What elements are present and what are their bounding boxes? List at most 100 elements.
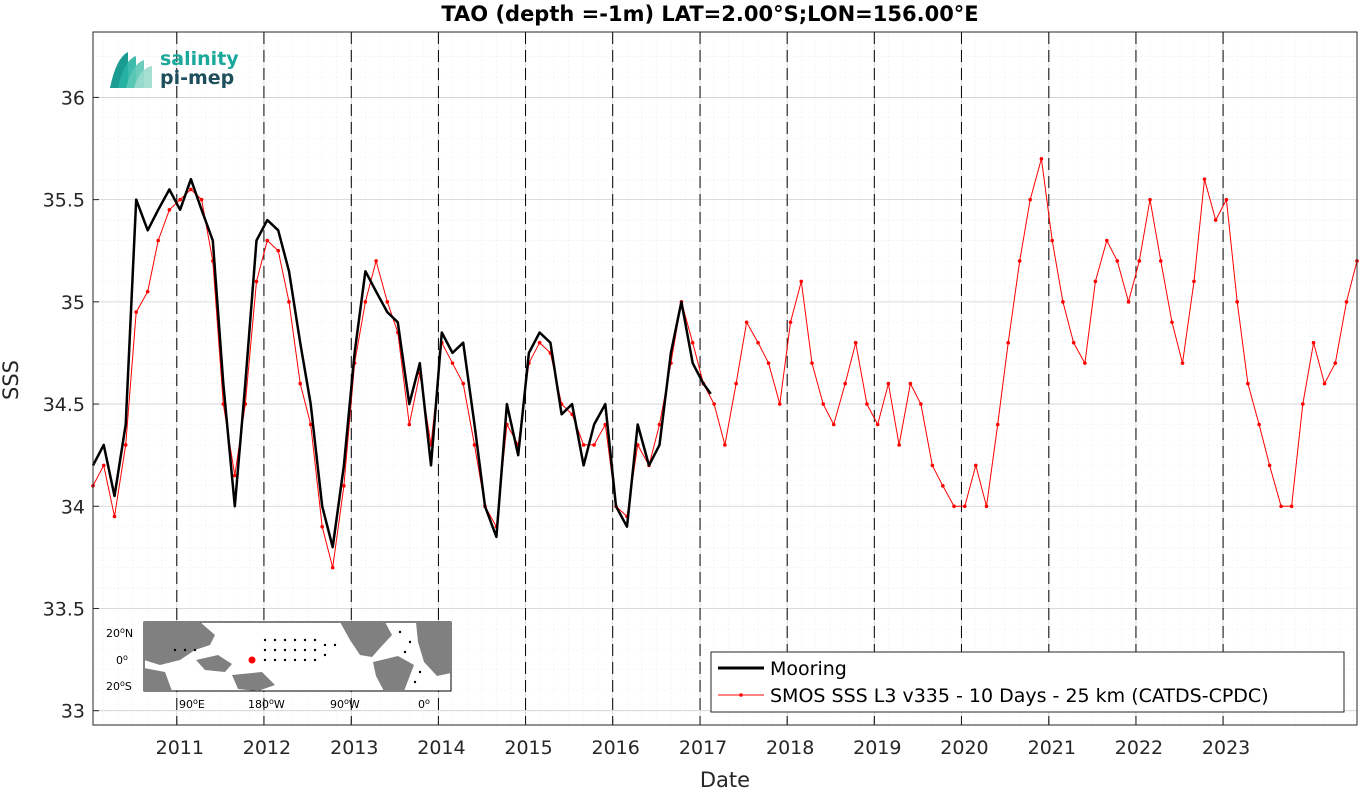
series-point-smos xyxy=(788,320,793,325)
series-point-smos xyxy=(690,340,695,345)
series-point-smos xyxy=(1267,463,1272,468)
x-axis-ticks: 2011 2012 2013 2014 2015 2016 2017 2018 2019 2020… xyxy=(156,719,1250,759)
series-point-smos xyxy=(1050,238,1054,243)
wave-logo-icon xyxy=(110,52,152,88)
series-point-smos xyxy=(1213,218,1218,222)
y-tick-label: 33 xyxy=(61,701,85,723)
svg-text:20oN: 20oN xyxy=(106,626,133,640)
series-point-smos xyxy=(1115,259,1120,263)
svg-text:0o: 0o xyxy=(418,697,430,711)
series-point-smos xyxy=(276,248,281,253)
series-point-smos xyxy=(1257,422,1261,427)
svg-text:0o: 0o xyxy=(116,653,128,667)
chart-title: TAO (depth =-1m) LAT=2.00°S;LON=156.00°E xyxy=(441,2,978,26)
series-point-smos xyxy=(1071,340,1076,345)
series-point-smos xyxy=(1344,300,1349,304)
series-point-smos xyxy=(1311,340,1316,345)
series-point-smos xyxy=(1006,340,1011,345)
series-point-smos xyxy=(1137,259,1142,263)
series-point-smos xyxy=(930,463,935,468)
y-tick-label: 36 xyxy=(61,87,85,109)
series-point-smos xyxy=(897,443,901,447)
series-point-smos xyxy=(1028,197,1032,202)
series-point-smos xyxy=(810,361,814,365)
x-tick-label: 2018 xyxy=(766,737,814,759)
series-point-smos xyxy=(1224,197,1229,202)
series-point-smos xyxy=(298,381,303,386)
series-point-smos xyxy=(657,422,662,427)
series-point-smos xyxy=(1148,197,1152,202)
x-tick-label: 2015 xyxy=(504,737,552,759)
x-tick-label: 2020 xyxy=(940,737,988,759)
series-point-smos xyxy=(1322,381,1327,386)
series-point-smos xyxy=(995,422,1000,427)
series-point-smos xyxy=(908,381,913,386)
series-point-smos xyxy=(363,300,368,304)
svg-text:180oW: 180oW xyxy=(248,697,285,711)
x-tick-label: 2023 xyxy=(1202,737,1250,759)
series-point-smos xyxy=(450,361,455,365)
x-tick-label: 2017 xyxy=(679,737,727,759)
series-point-smos xyxy=(265,238,270,243)
series-point-smos xyxy=(712,402,716,406)
plot-frame xyxy=(92,31,1358,726)
legend: Mooring SMOS SSS L3 v335 - 10 Days - 25 … xyxy=(710,651,1345,713)
series-point-smos xyxy=(320,524,324,529)
series-point-smos xyxy=(330,565,335,570)
series-point-smos xyxy=(941,484,945,488)
y-axis-ticks: 33 33.5 34 34.5 35 35.5 36 xyxy=(43,87,99,723)
series-point-smos xyxy=(167,208,172,212)
series-point-smos xyxy=(1126,300,1131,304)
series-point-smos xyxy=(831,422,836,427)
series-point-smos xyxy=(1301,402,1305,406)
series-point-smos xyxy=(342,484,346,488)
series-point-smos xyxy=(875,422,880,427)
logo-text-salinity: salinity xyxy=(160,48,239,70)
series-layer xyxy=(91,156,1359,570)
svg-text:90oW: 90oW xyxy=(330,697,360,711)
series-point-smos xyxy=(821,402,826,406)
logo-text-pi-mep: pi-mep xyxy=(160,67,234,89)
series-point-smos xyxy=(407,422,412,427)
series-point-smos xyxy=(385,300,390,304)
x-tick-label: 2012 xyxy=(243,737,291,759)
series-point-smos xyxy=(374,259,378,263)
inset-map-lon-labels: 90oE 180oW 90oW 0o xyxy=(179,697,430,711)
series-point-smos xyxy=(101,463,106,468)
series-point-smos xyxy=(777,402,782,406)
series-point-smos xyxy=(537,340,542,345)
x-tick-label: 2011 xyxy=(156,737,204,759)
series-point-smos xyxy=(919,402,923,406)
series-point-smos xyxy=(766,361,771,365)
plot-area xyxy=(93,32,1357,725)
series-point-smos xyxy=(1235,300,1239,304)
series-point-smos xyxy=(1202,177,1207,181)
series-point-smos xyxy=(1017,259,1022,263)
series-point-smos xyxy=(1158,259,1163,263)
series-point-smos xyxy=(1246,381,1250,386)
series-point-smos xyxy=(843,381,847,386)
series-point-smos xyxy=(461,381,466,386)
series-point-smos xyxy=(581,443,586,447)
svg-text:20oS: 20oS xyxy=(106,679,132,693)
x-tick-label: 2019 xyxy=(853,737,901,759)
series-point-smos xyxy=(199,197,204,202)
inset-map-land xyxy=(144,622,451,691)
series-point-smos xyxy=(308,422,313,427)
series-point-smos xyxy=(1180,361,1185,365)
svg-text:90oE: 90oE xyxy=(179,697,205,711)
series-line-mooring xyxy=(91,177,712,549)
series-point-smos xyxy=(952,504,956,509)
inset-map-buoys xyxy=(173,630,422,684)
y-axis-label: SSS xyxy=(0,360,23,400)
series-point-smos xyxy=(1289,504,1294,509)
series-point-smos xyxy=(134,310,139,314)
legend-entry-mooring: Mooring xyxy=(770,658,847,680)
y-tick-label: 34.5 xyxy=(43,394,85,416)
series-point-smos xyxy=(232,473,237,478)
y-tick-label: 34 xyxy=(61,496,85,518)
inset-map: 20oN 0o 20oS 90oE 180oW 90oW 0o xyxy=(106,621,452,711)
series-point-smos xyxy=(178,197,182,202)
series-point-smos xyxy=(189,187,193,192)
series-point-smos xyxy=(984,504,989,509)
